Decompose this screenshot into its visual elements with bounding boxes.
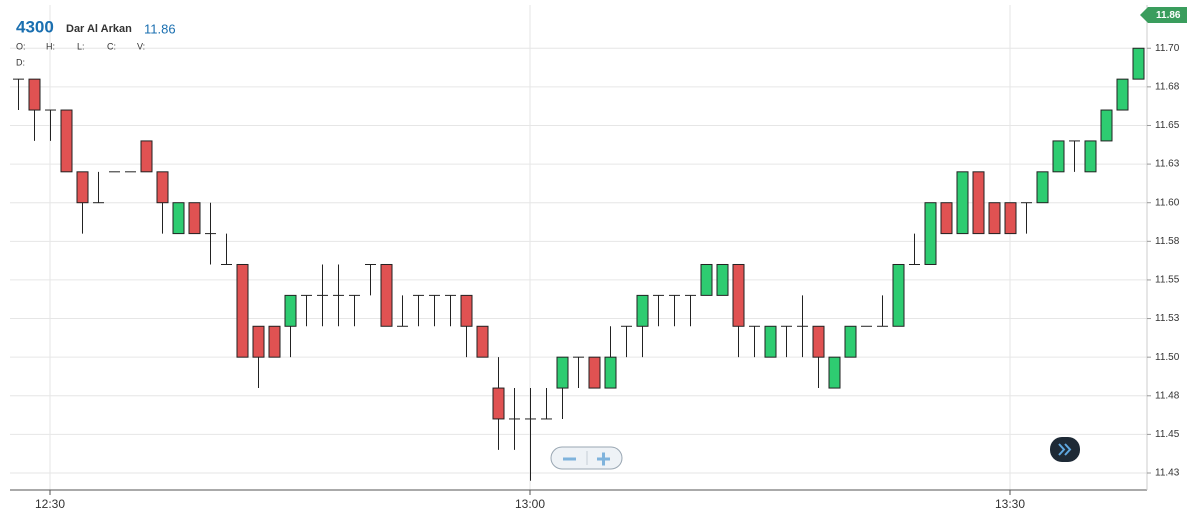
ohlc-label: D: xyxy=(16,57,25,67)
y-tick-label: 11.58 xyxy=(1155,236,1180,247)
zoom-control[interactable] xyxy=(550,446,623,470)
y-tick-label: 11.43 xyxy=(1155,468,1180,479)
x-tick-label: 13:00 xyxy=(515,497,545,511)
candle-body xyxy=(156,171,169,204)
candle-body xyxy=(892,263,905,327)
candle-body xyxy=(716,263,729,296)
last-price: 11.86 xyxy=(144,21,176,36)
y-tick-label: 11.63 xyxy=(1155,159,1180,170)
zoom-in[interactable] xyxy=(597,452,610,466)
candle-body xyxy=(1036,171,1049,204)
candle-body xyxy=(1100,109,1113,142)
candle-body xyxy=(268,325,281,358)
axis-labels: 11.43 11.45 11.48 11.50 11.53 11.55 11.58 11.60… xyxy=(35,43,1180,511)
x-tick-label: 12:30 xyxy=(35,497,65,511)
y-tick-label: 11.45 xyxy=(1155,429,1180,440)
candle-body xyxy=(1116,78,1129,111)
candle-body xyxy=(252,325,265,358)
candle-body xyxy=(588,356,601,389)
candle-body xyxy=(940,202,953,235)
candle-body xyxy=(956,171,969,235)
ohlc-label: O: xyxy=(16,41,26,51)
y-tick-label: 11.48 xyxy=(1155,390,1180,401)
candle-body xyxy=(460,294,473,327)
y-tick-label: 11.55 xyxy=(1155,275,1180,286)
candle-body xyxy=(972,171,985,235)
candle-body xyxy=(844,325,857,358)
candle-body xyxy=(1132,47,1145,80)
ohlc-label: V: xyxy=(137,41,145,51)
company-name: Dar Al Arkan xyxy=(66,23,132,35)
candle-body xyxy=(1084,140,1097,173)
candle-body xyxy=(604,356,617,389)
candle-body xyxy=(140,140,153,173)
candle-body xyxy=(172,202,185,235)
candle-body xyxy=(828,356,841,389)
price-badge-text: 11.86 xyxy=(1156,10,1181,21)
scroll-to-end[interactable] xyxy=(1050,437,1080,462)
candle-body xyxy=(700,263,713,296)
price-badge xyxy=(1140,7,1187,23)
ohlc-label: H: xyxy=(46,41,55,51)
candle-body xyxy=(236,263,249,358)
plot-area xyxy=(10,5,1147,490)
candle-body xyxy=(476,325,489,358)
candle-body xyxy=(188,202,201,235)
candle-body xyxy=(380,263,393,327)
candle-body xyxy=(812,325,825,358)
ohlc-label: L: xyxy=(77,41,85,51)
candle-body xyxy=(1004,202,1017,235)
symbol: 4300 xyxy=(16,17,54,36)
candle-body xyxy=(924,202,937,265)
candle-body xyxy=(60,109,73,173)
y-tick-label: 11.68 xyxy=(1155,82,1180,93)
candle-body xyxy=(492,387,505,420)
candle-body xyxy=(284,294,297,327)
candle-body xyxy=(556,356,569,389)
y-tick-label: 11.60 xyxy=(1155,197,1180,208)
y-tick-label: 11.53 xyxy=(1155,313,1180,324)
candles xyxy=(13,47,1145,481)
y-tick-label: 11.50 xyxy=(1155,352,1180,363)
candle-body xyxy=(732,263,745,327)
ohlc-label: C: xyxy=(107,41,116,51)
y-tick-label: 11.70 xyxy=(1155,43,1180,54)
candle-body xyxy=(636,294,649,327)
y-tick-label: 11.65 xyxy=(1155,120,1180,131)
candle-body xyxy=(1052,140,1065,173)
candle-body xyxy=(764,325,777,358)
candle-body xyxy=(988,202,1001,235)
candle-body xyxy=(76,171,89,204)
x-tick-label: 13:30 xyxy=(995,497,1025,511)
candle-body xyxy=(28,78,41,111)
